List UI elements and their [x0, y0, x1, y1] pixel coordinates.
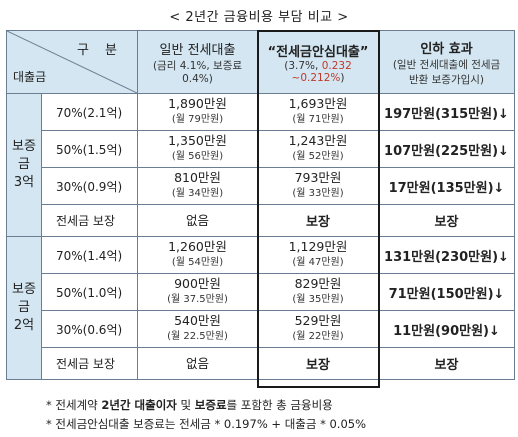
group-label-line: 3억 [13, 175, 35, 190]
general-cost-cell: 1,260만원 (월 54만원) [137, 236, 258, 274]
effect-guarantee: 보장 [378, 347, 515, 380]
special-cost: 829만원 [294, 276, 342, 291]
special-cost: 1,693만원 [288, 96, 348, 111]
header-special-sub-c: ) [340, 71, 345, 84]
special-cost: 1,129만원 [288, 239, 348, 254]
header-effect-sub: (일반 전세대출에 전세금반환 보증가입시) [392, 58, 501, 86]
special-guarantee: 보장 [257, 347, 379, 380]
general-monthly: (월 56만원) [171, 151, 224, 162]
table-row-guarantee: 전세금 보장 없음 보장 보장 [7, 347, 515, 380]
group-label-line: 보증 [12, 139, 36, 154]
table-header-row: 구 분 대출금 일반 전세대출 (금리 4.1%, 보증료 0.4%) “전세금… [6, 30, 515, 94]
general-guarantee: 없음 [137, 347, 258, 380]
general-cost-cell: 540만원 (월 22.5만원) [137, 310, 258, 348]
general-cost-cell: 1,890만원 (월 79만원) [137, 93, 258, 131]
header-special: “전세금안심대출” (3.7%, 0.232 ~0.212%) [257, 30, 379, 94]
general-monthly: (월 37.5만원) [167, 294, 228, 305]
table-row: 30%(0.6억) 540만원 (월 22.5만원) 529만원 (월 22만원) … [7, 310, 515, 348]
footnotes: * 전세계약 2년간 대출이자 및 보증료를 포함한 총 금융비용 * 전세금안… [46, 396, 366, 434]
effect-cell: 17만원(135만원)↓ [378, 167, 515, 205]
general-cost: 1,350만원 [168, 133, 227, 148]
special-cost: 1,243만원 [288, 133, 348, 148]
general-cost: 540만원 [174, 313, 221, 328]
footnote-1-mid: 및 [176, 398, 195, 412]
row-label: 전세금 보장 [41, 204, 138, 237]
special-monthly: (월 22만원) [292, 331, 344, 342]
footnote-1-pre: * 전세계약 [46, 398, 102, 412]
header-effect-title: 인하 효과 [420, 41, 473, 57]
row-label: 전세금 보장 [41, 347, 138, 380]
footnote-1-post: 를 포함한 총 금융비용 [226, 398, 333, 412]
special-monthly: (월 47만원) [292, 257, 344, 268]
comparison-table: 구 분 대출금 일반 전세대출 (금리 4.1%, 보증료 0.4%) “전세금… [6, 30, 515, 380]
general-guarantee: 없음 [137, 204, 258, 237]
special-monthly: (월 33만원) [292, 188, 344, 199]
general-monthly: (월 34만원) [171, 188, 224, 199]
header-effect: 인하 효과 (일반 전세대출에 전세금반환 보증가입시) [378, 30, 515, 94]
header-special-title: “전세금안심대출” [267, 44, 369, 60]
effect-cell: 131만원(230만원)↓ [378, 236, 515, 274]
special-guarantee: 보장 [257, 204, 379, 237]
general-cost-cell: 900만원 (월 37.5만원) [137, 273, 258, 311]
row-label: 30%(0.6억) [41, 310, 138, 348]
row-label: 70%(1.4억) [41, 236, 138, 274]
general-cost: 1,890만원 [168, 96, 227, 111]
diagonal-line [7, 31, 137, 93]
header-corner-cell: 구 분 대출금 [6, 30, 138, 94]
general-cost: 1,260만원 [168, 239, 227, 254]
table-row-guarantee: 전세금 보장 없음 보장 보장 [7, 204, 515, 237]
header-special-sub-a: (3.7%, [284, 59, 322, 72]
row-label: 30%(0.9억) [41, 167, 138, 205]
header-loan: 대출금 [13, 70, 47, 84]
group-label: 보증 금 2억 [6, 236, 42, 380]
special-monthly: (월 52만원) [292, 151, 344, 162]
general-monthly: (월 54만원) [171, 257, 224, 268]
group-label-line: 금 [18, 157, 30, 172]
special-cost-cell: 793만원 (월 33만원) [257, 167, 379, 205]
row-label: 50%(1.5억) [41, 130, 138, 168]
header-general: 일반 전세대출 (금리 4.1%, 보증료 0.4%) [137, 30, 258, 94]
header-special-sub-b: 0.232 ~0.212% [291, 59, 352, 84]
group-label-line: 보증 [12, 282, 36, 297]
footnote-2: * 전세금안심대출 보증료는 전세금 * 0.197% + 대출금 * 0.05… [46, 417, 367, 431]
header-special-sub: (3.7%, 0.232 ~0.212%) [258, 60, 378, 84]
row-label: 50%(1.0억) [41, 273, 138, 311]
general-cost-cell: 1,350만원 (월 56만원) [137, 130, 258, 168]
page-title: < 2년간 금융비용 부담 비교 > [169, 10, 349, 25]
table-row: 50%(1.0억) 900만원 (월 37.5만원) 829만원 (월 35만원) … [7, 273, 515, 311]
general-cost: 810만원 [174, 170, 221, 185]
special-cost: 793만원 [294, 170, 342, 185]
special-cost-cell: 529만원 (월 22만원) [257, 310, 379, 348]
general-cost-cell: 810만원 (월 34만원) [137, 167, 258, 205]
special-cost-cell: 829만원 (월 35만원) [257, 273, 379, 311]
effect-guarantee: 보장 [378, 204, 515, 237]
header-general-sub: (금리 4.1%, 보증료 0.4%) [152, 60, 243, 85]
group-label-line: 2억 [13, 318, 35, 333]
general-monthly: (월 22.5만원) [167, 331, 228, 342]
effect-cell: 107만원(225만원)↓ [378, 130, 515, 168]
footnote-1-bold2: 보증료 [194, 398, 227, 412]
footnote-1: * 전세계약 2년간 대출이자 및 보증료를 포함한 총 금융비용 [46, 396, 366, 415]
special-cost-cell: 1,693만원 (월 71만원) [257, 93, 379, 131]
table-row: 50%(1.5억) 1,350만원 (월 56만원) 1,243만원 (월 52만원… [7, 130, 515, 168]
general-monthly: (월 79만원) [171, 114, 224, 125]
table-row: 보증 금 3억 70%(2.1억) 1,890만원 (월 79만원) 1,693만… [6, 93, 515, 237]
group-label: 보증 금 3억 [6, 93, 42, 237]
effect-cell: 71만원(150만원)↓ [378, 273, 515, 311]
effect-cell: 197만원(315만원)↓ [378, 93, 515, 131]
table-row: 30%(0.9억) 810만원 (월 34만원) 793만원 (월 33만원) 17… [7, 167, 515, 205]
header-general-title: 일반 전세대출 [159, 43, 236, 58]
general-cost: 900만원 [174, 276, 221, 291]
effect-cell: 11만원(90만원)↓ [378, 310, 515, 348]
table-row: 보증 금 2억 70%(1.4억) 1,260만원 (월 54만원) 1,129만… [6, 236, 515, 380]
row-label: 70%(2.1억) [41, 93, 138, 131]
special-cost-cell: 1,243만원 (월 52만원) [257, 130, 379, 168]
group-label-line: 금 [18, 300, 30, 315]
footnote-1-bold1: 2년간 대출이자 [101, 398, 177, 412]
special-monthly: (월 71만원) [292, 114, 344, 125]
special-monthly: (월 35만원) [292, 294, 344, 305]
special-cost: 529만원 [294, 313, 342, 328]
header-gubun: 구 분 [76, 43, 123, 58]
special-cost-cell: 1,129만원 (월 47만원) [257, 236, 379, 274]
